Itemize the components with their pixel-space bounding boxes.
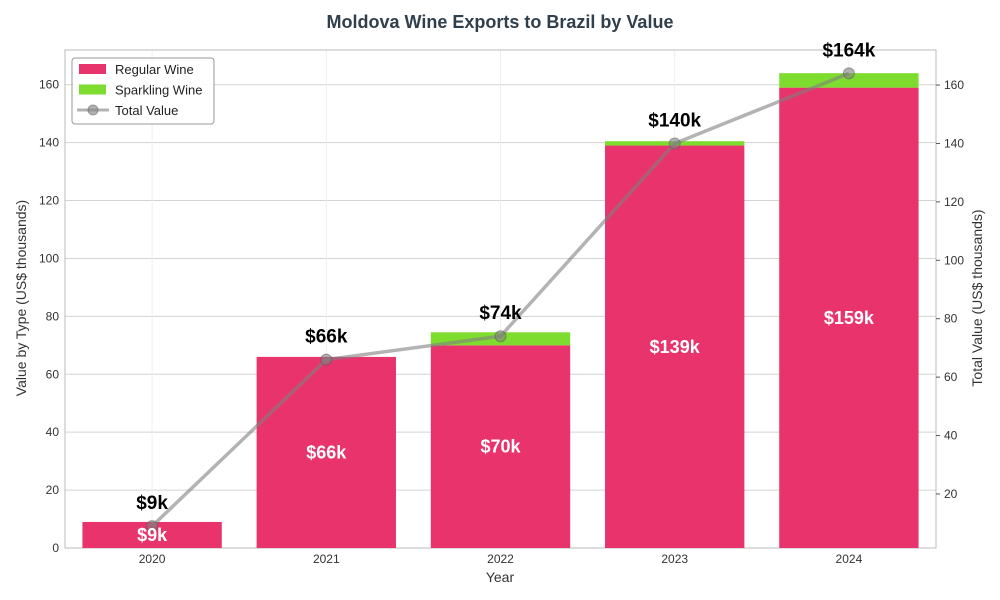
bar-value-label-2021: $66k [306,442,347,462]
legend-box [71,57,215,125]
x-tick-label-2022: 2022 [487,552,514,566]
bars [82,73,919,549]
total-value-label-2023: $140k [648,110,701,131]
chart-title: Moldova Wine Exports to Brazil by Value [327,12,674,32]
total-value-label-2020: $9k [136,493,168,514]
y-left-tick-label: 100 [39,251,59,265]
y-left-tick-label: 160 [39,78,59,92]
y-right-tick-label: 40 [944,429,958,443]
x-tick-label-2024: 2024 [836,552,863,566]
legend-label-sparkling-wine: Sparkling Wine [115,83,202,98]
bar-regular-wine-2021 [256,356,396,548]
y-right-tick-label: 60 [944,370,958,384]
axes: 0 20 40 60 80 100 120 140 160 20 40 60 80 100 120 140 16… [39,78,964,566]
total-value-label-2021: $66k [305,327,348,348]
bar-value-label-2023: $139k [650,337,701,357]
x-tick-label-2021: 2021 [313,552,340,566]
total-value-label-2024: $164k [822,40,875,61]
data-labels: $9k $66k $70k $139k $159k $9k $66k $74k $140k $16… [136,40,875,545]
bar-value-label-2024: $159k [824,308,875,328]
y-right-tick-label: 160 [944,78,964,92]
bar-value-label-2020: $9k [137,525,168,545]
y-right-tick-label: 100 [944,253,964,267]
y-axis-left-label: Value by Type (US$ thousands) [13,200,29,396]
y-right-tick-label: 120 [944,195,964,209]
y-left-tick-label: 140 [39,136,59,150]
bar-regular-wine-2022 [430,345,571,548]
bar-value-label-2022: $70k [480,437,521,457]
legend-marker-total-value [87,104,99,116]
legend: Regular Wine Sparkling Wine Total Value [71,57,215,125]
legend-label-regular-wine: Regular Wine [115,62,194,77]
bar-regular-wine-2024 [779,87,919,549]
total-line [146,67,855,533]
y-right-tick-label: 80 [944,312,958,326]
total-point-2023 [668,137,681,150]
y-left-tick-label: 40 [46,425,60,439]
y-right-tick-label: 140 [944,136,964,150]
y-left-tick-label: 20 [46,483,60,497]
y-left-tick-label: 0 [52,541,59,555]
total-point-2021 [320,353,333,366]
x-axis-label: Year [486,569,515,585]
total-point-2022 [494,330,507,343]
total-point-2024 [842,67,855,80]
x-tick-label-2023: 2023 [661,552,688,566]
y-left-tick-label: 120 [39,194,59,208]
x-tick-label-2020: 2020 [139,552,166,566]
total-point-2020 [146,520,159,533]
y-axis-right-label: Total Value (US$ thousands) [969,209,985,386]
bar-regular-wine-2023 [605,145,745,548]
legend-label-total-value: Total Value [115,103,178,118]
legend-swatch-sparkling-wine [79,84,106,95]
y-left-tick-label: 60 [46,367,60,381]
total-value-label-2022: $74k [479,303,522,324]
y-right-tick-label: 20 [944,487,958,501]
bar-sparkling-wine-2024 [779,73,919,88]
y-left-tick-label: 80 [46,309,60,323]
legend-swatch-regular-wine [79,64,106,74]
